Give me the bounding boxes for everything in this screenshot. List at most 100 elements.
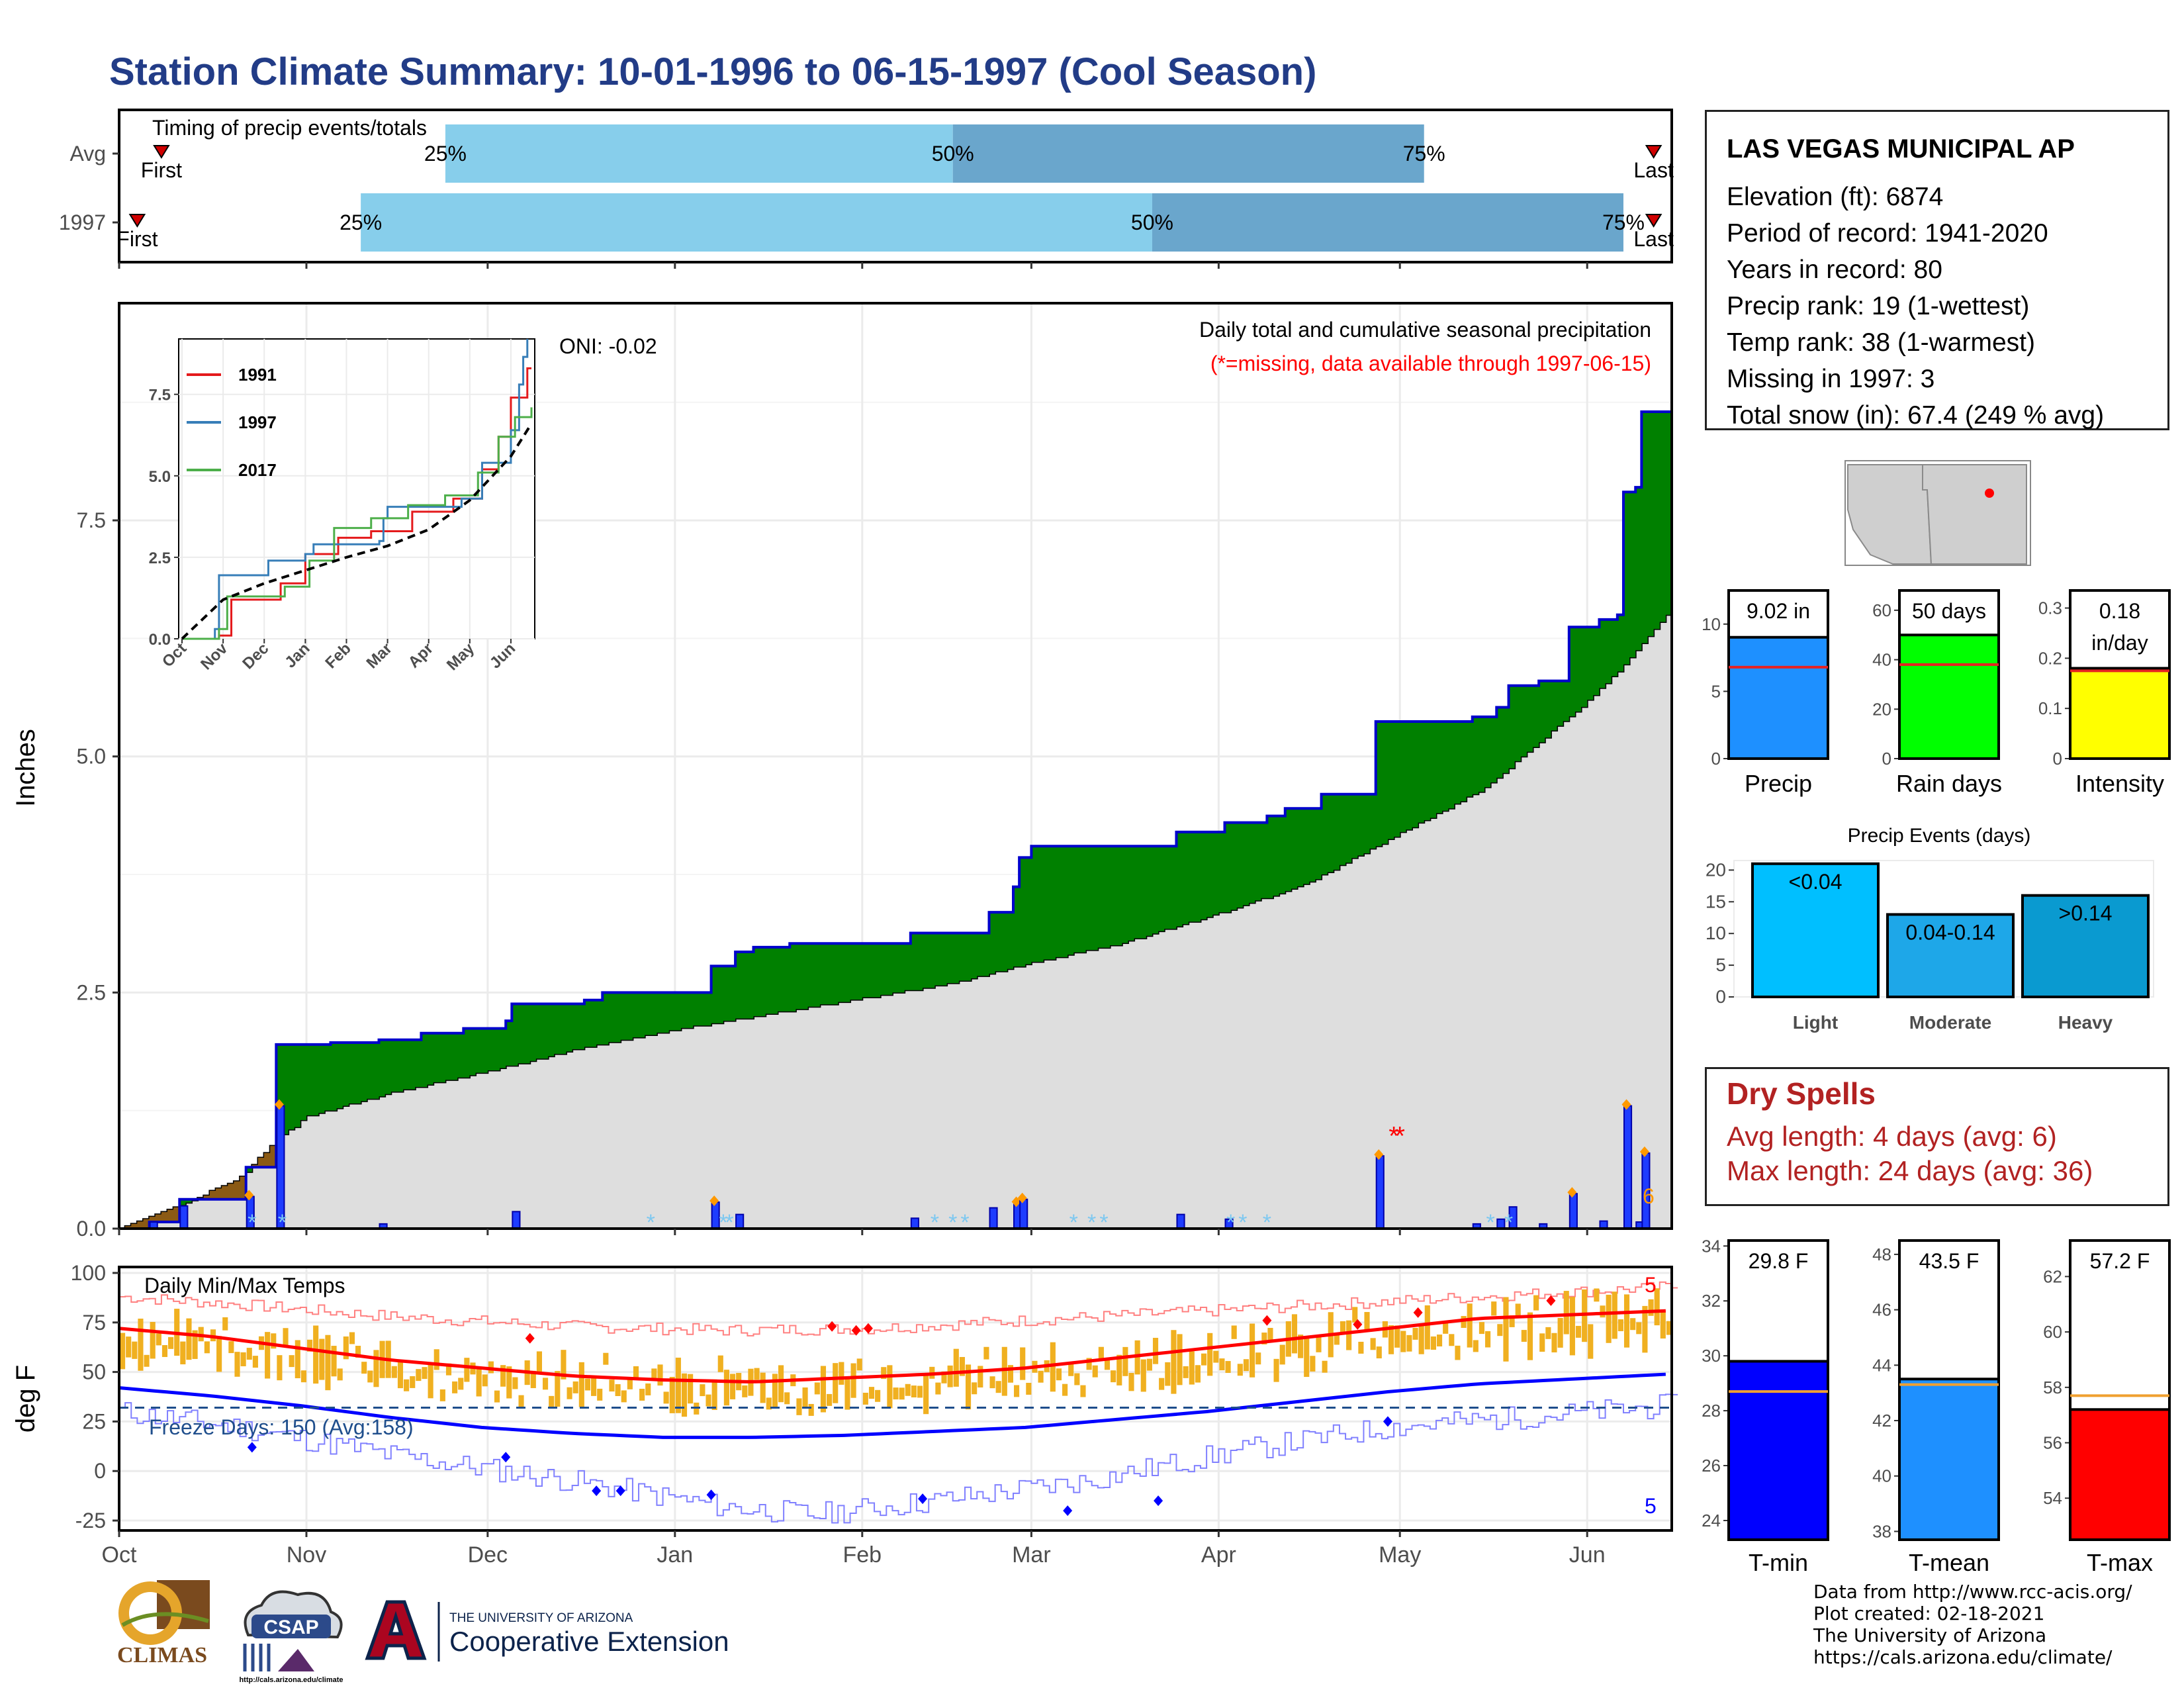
daily-temp-bar — [827, 1393, 833, 1406]
daily-temp-bar — [1237, 1364, 1243, 1376]
daily-temp-bar — [1243, 1359, 1250, 1372]
daily-temp-bar — [313, 1325, 319, 1384]
station-period: Period of record: 1941-2020 — [1727, 219, 2048, 248]
daily-temp-bar — [688, 1374, 694, 1404]
daily-temp-bar — [1068, 1364, 1074, 1376]
daily-temp-bar — [1304, 1338, 1310, 1378]
daily-temp-bar — [621, 1390, 627, 1403]
daily-temp-bar — [422, 1367, 428, 1380]
daily-temp-bar — [1654, 1288, 1660, 1326]
daily-temp-bar — [1020, 1347, 1026, 1380]
daily-temp-bar — [1660, 1312, 1666, 1339]
inset-legend-label: 1997 — [238, 412, 277, 432]
station-elevation: Elevation (ft): 6874 — [1727, 183, 1944, 211]
daily-temp-bar — [1406, 1335, 1412, 1352]
daily-temp-bar — [1418, 1323, 1424, 1354]
daily-precip-bar — [1496, 1218, 1506, 1230]
missing-data-marker: * — [1388, 1122, 1399, 1151]
timing-pct-label: 75% — [1403, 142, 1445, 165]
daily-temp-bar — [445, 1363, 452, 1376]
summary-y-tick-label: 40 — [1872, 1466, 1891, 1486]
timing-panel: Timing of precip events/totals 25% 50% 75%… — [59, 109, 1674, 269]
csap-logo-mountain — [278, 1649, 314, 1671]
daily-temp-bar — [1443, 1321, 1449, 1334]
daily-temp-bar — [1273, 1358, 1279, 1382]
daily-temp-bar — [277, 1355, 283, 1381]
daily-temp-bar — [561, 1350, 567, 1380]
daily-temp-bar — [1152, 1338, 1159, 1364]
snow-marker — [1374, 1149, 1384, 1160]
record-high-marker — [863, 1323, 873, 1334]
daily-temp-bar — [941, 1371, 947, 1383]
daily-temp-bar — [397, 1360, 404, 1389]
summary-precip-panels: 0 5 10 9.02 in Precip 0 20 40 60 50 days Rain days… — [1702, 589, 2171, 797]
month-tick-label: May — [1379, 1542, 1421, 1568]
daily-temp-bar — [887, 1365, 893, 1409]
snow-day-marker: * — [1069, 1210, 1078, 1235]
daily-temp-bar — [609, 1380, 615, 1392]
credits: Data from http://www.rcc-acis.org/ Plot … — [1813, 1581, 2132, 1668]
snow-day-marker: * — [647, 1210, 655, 1235]
daily-temp-bar — [1569, 1297, 1575, 1356]
temp-y-tick-label: 100 — [71, 1261, 106, 1285]
daily-temp-bar — [1575, 1325, 1582, 1338]
daily-temp-bar — [1666, 1321, 1672, 1335]
daily-temp-bar — [681, 1373, 688, 1417]
record-high-marker — [1353, 1319, 1363, 1330]
daily-temp-bar — [911, 1385, 917, 1398]
daily-temp-bar — [723, 1370, 729, 1406]
ua-logo-bottom-text: Cooperative Extension — [449, 1626, 729, 1657]
snow-day-marker: * — [931, 1210, 939, 1235]
precip-events-panel: Precip Events (days) 0 5 10 15 20 <0.04 Light 0.… — [1706, 825, 2154, 1033]
missing-data-marker: * — [1394, 1122, 1405, 1151]
daily-temp-bar — [331, 1346, 337, 1377]
summary-y-tick-label: 10 — [1702, 614, 1721, 634]
record-high-marker — [1546, 1295, 1556, 1306]
daily-temp-bar — [1098, 1346, 1104, 1359]
daily-temp-bar — [953, 1348, 959, 1387]
daily-precip-bar — [989, 1207, 998, 1230]
daily-temp-bar — [1412, 1327, 1418, 1340]
summary-y-tick-label: 56 — [2043, 1433, 2062, 1453]
snow-marker — [1621, 1099, 1631, 1110]
record-high-marker — [525, 1333, 535, 1344]
daily-temp-bar — [464, 1358, 470, 1382]
temp-grid — [118, 1267, 1672, 1530]
daily-temp-bar — [1038, 1370, 1044, 1383]
daily-temp-bar — [1630, 1318, 1636, 1331]
events-y-tick-label: 15 — [1706, 891, 1726, 912]
daily-temp-bar — [1467, 1303, 1473, 1348]
summary-y-tick-label: 38 — [1872, 1521, 1891, 1541]
station-snow: Total snow (in): 67.4 (249 % avg) — [1727, 401, 2105, 430]
record-low-marker — [918, 1493, 928, 1505]
record-max-line — [119, 1281, 1678, 1336]
daily-temp-bar — [856, 1358, 862, 1371]
credit-data-source: Data from http://www.rcc-acis.org/ — [1813, 1581, 2132, 1603]
summary-bar-label: T-max — [2087, 1549, 2153, 1576]
summary-y-tick-label: 28 — [1702, 1401, 1721, 1421]
snow-day-marker: * — [1238, 1210, 1247, 1235]
csap-logo-text: CSAP — [263, 1617, 318, 1638]
daily-temp-bar — [1461, 1316, 1467, 1328]
summary-temp-panels: 24 26 28 30 32 34 29.8 F T-min 38 40 42 44 46 48 43.5 … — [1702, 1236, 2171, 1576]
daily-temp-bar — [669, 1377, 675, 1413]
daily-temp-bar — [1509, 1315, 1515, 1327]
daily-temp-bar — [567, 1387, 572, 1399]
temp-frame — [118, 1266, 1673, 1532]
map-state-new-mexico — [1922, 464, 2027, 565]
record-low-marker — [247, 1442, 257, 1453]
daily-temp-bar — [1189, 1351, 1195, 1385]
summary-y-tick-label: 20 — [1872, 699, 1891, 719]
daily-temp-bar — [603, 1352, 609, 1365]
daily-temp-bar — [506, 1366, 512, 1399]
daily-temp-bar — [766, 1397, 772, 1410]
daily-temp-bar — [295, 1340, 300, 1379]
daily-temp-bar — [584, 1378, 591, 1391]
daily-temp-bar — [1606, 1294, 1612, 1343]
timing-pct-label: 25% — [424, 142, 467, 165]
daily-temp-bar — [700, 1384, 705, 1397]
daily-temp-bar — [881, 1367, 887, 1380]
inset-y-tick-label: 7.5 — [149, 387, 171, 404]
daily-temp-bar — [1436, 1335, 1443, 1347]
precip-event-bar — [2021, 894, 2150, 998]
